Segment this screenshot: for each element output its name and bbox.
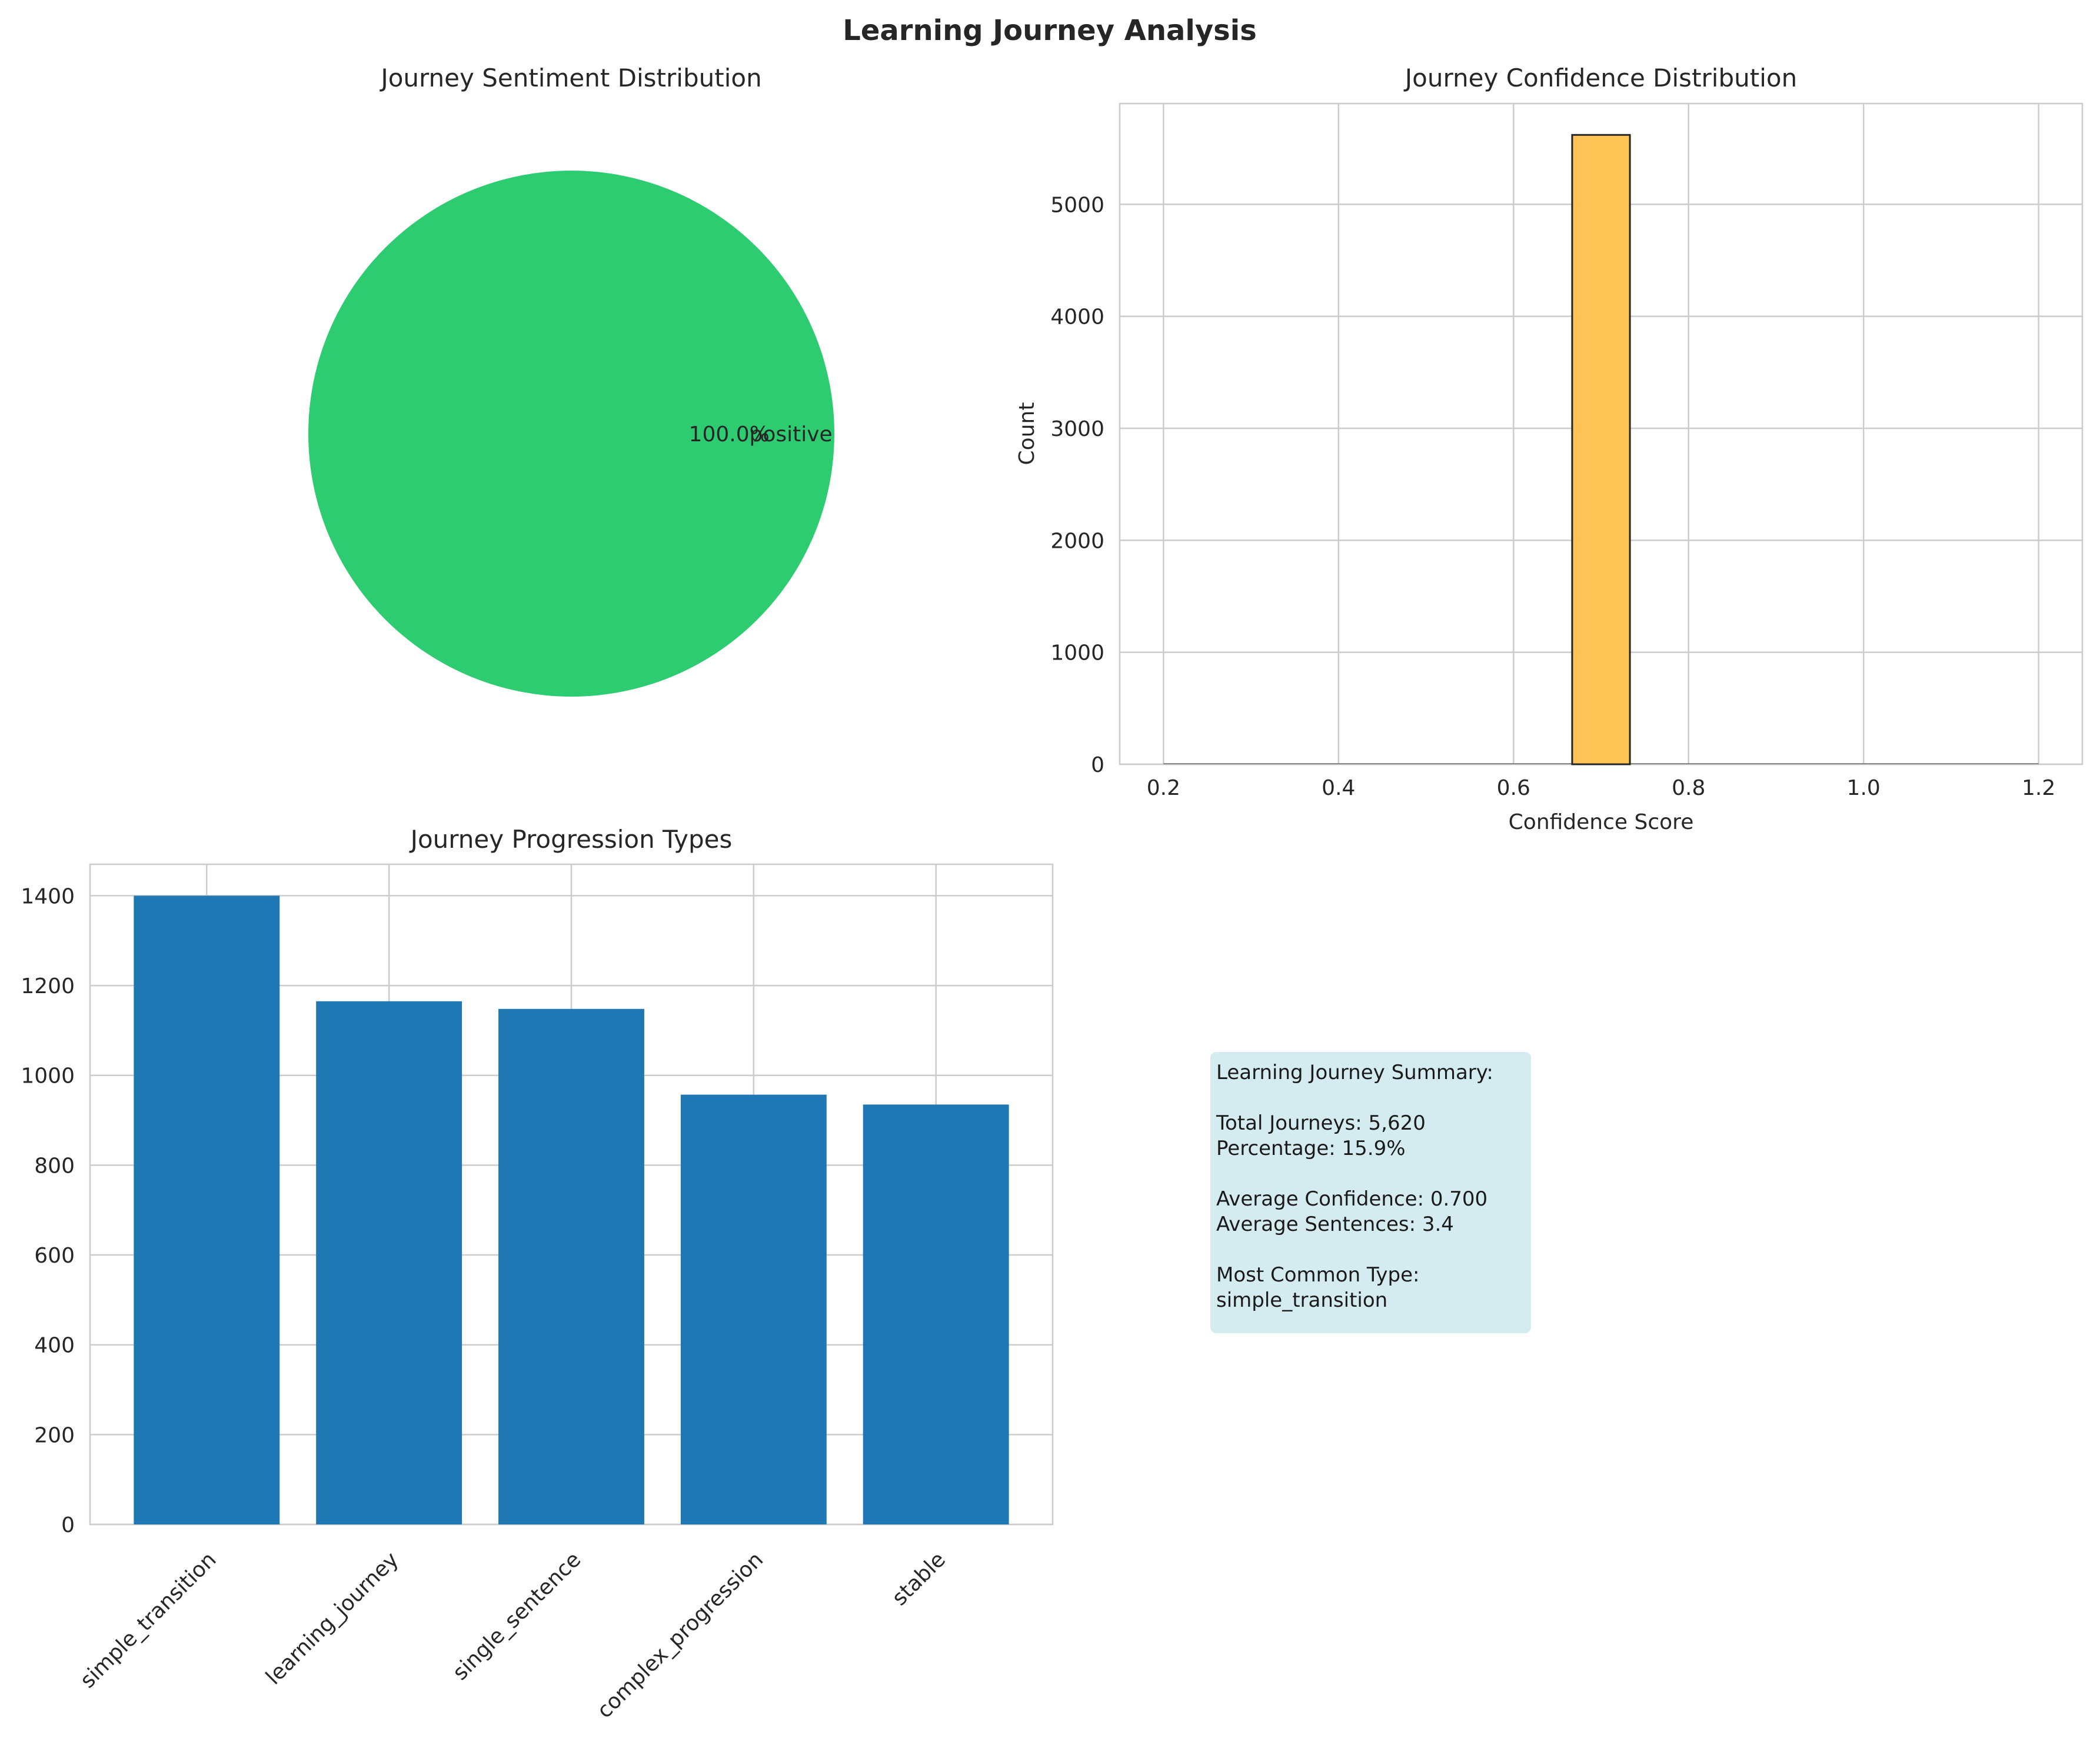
summary-box: Learning Journey Summary: Total Journeys… xyxy=(1210,1052,1531,1333)
hist-y-tick-label: 0 xyxy=(1091,753,1104,777)
bar xyxy=(316,1001,462,1524)
hist-y-tick-label: 2000 xyxy=(1050,529,1104,553)
confidence-histogram: Journey Confidence Distribution 0.2 0.4 0.… xyxy=(1015,64,2084,834)
bar-x-tick-label: stable xyxy=(887,1547,950,1610)
pie-slice xyxy=(308,171,834,697)
hist-y-tick-label: 3000 xyxy=(1050,417,1104,441)
bar-x-tick-label: single_sentence xyxy=(448,1547,586,1685)
hist-ylabel: Count xyxy=(1015,402,1039,465)
summary-percentage: Percentage: 15.9% xyxy=(1216,1137,1406,1160)
hist-bar xyxy=(1571,134,1631,765)
pie-pct-label: 100.0% xyxy=(689,422,770,447)
figure-title: Learning Journey Analysis xyxy=(843,14,1257,47)
pie-label: positive xyxy=(749,422,832,447)
hist-x-tick-label: 0.6 xyxy=(1497,776,1530,800)
bar-y-tick-label: 1200 xyxy=(21,974,75,998)
summary-common-value: simple_transition xyxy=(1216,1288,1388,1312)
bar-y-tick-label: 400 xyxy=(34,1334,75,1358)
summary-spacer xyxy=(1216,1237,1525,1263)
bar xyxy=(863,1104,1009,1524)
summary-avg-confidence: Average Confidence: 0.700 xyxy=(1216,1187,1488,1211)
hist-x-tick-label: 0.4 xyxy=(1322,776,1355,800)
hist-x-tick-label: 0.2 xyxy=(1147,776,1180,800)
bar-y-tick-label: 0 xyxy=(61,1513,75,1537)
hist-title: Journey Confidence Distribution xyxy=(1403,64,1797,92)
pie-title: Journey Sentiment Distribution xyxy=(379,64,761,92)
progression-bar-chart: Journey Progression Types 0 200 400 600 800 1… xyxy=(21,825,1054,1723)
hist-y-tick-label: 1000 xyxy=(1050,641,1104,665)
summary-spacer xyxy=(1216,1161,1525,1187)
summary-avg-sentences: Average Sentences: 3.4 xyxy=(1216,1213,1454,1236)
summary-common-label: Most Common Type: xyxy=(1216,1263,1420,1287)
bar-y-tick-label: 200 xyxy=(34,1423,75,1447)
hist-xlabel: Confidence Score xyxy=(1509,810,1694,834)
hist-x-tick-label: 1.2 xyxy=(2022,776,2055,800)
summary-spacer xyxy=(1216,1086,1525,1111)
bar-y-tick-label: 800 xyxy=(34,1154,75,1178)
bar-y-tick-label: 600 xyxy=(34,1244,75,1268)
summary-total: Total Journeys: 5,620 xyxy=(1216,1111,1426,1135)
sentiment-pie-chart: Journey Sentiment Distribution positive1… xyxy=(308,64,834,697)
bar-x-tick-label: simple_transition xyxy=(76,1547,221,1693)
bar-title: Journey Progression Types xyxy=(409,825,733,854)
bar xyxy=(134,895,280,1524)
hist-x-tick-label: 1.0 xyxy=(1847,776,1881,800)
bar xyxy=(680,1094,827,1524)
bar-y-tick-label: 1400 xyxy=(21,884,75,908)
summary-heading: Learning Journey Summary: xyxy=(1216,1061,1493,1084)
bar xyxy=(498,1008,644,1524)
bar-x-tick-label: learning_journey xyxy=(261,1547,403,1689)
hist-y-tick-label: 5000 xyxy=(1050,193,1104,217)
bar-x-tick-label: complex_progression xyxy=(593,1547,768,1723)
hist-y-tick-label: 4000 xyxy=(1050,305,1104,329)
hist-x-tick-label: 0.8 xyxy=(1672,776,1705,800)
bar-y-tick-label: 1000 xyxy=(21,1064,75,1088)
